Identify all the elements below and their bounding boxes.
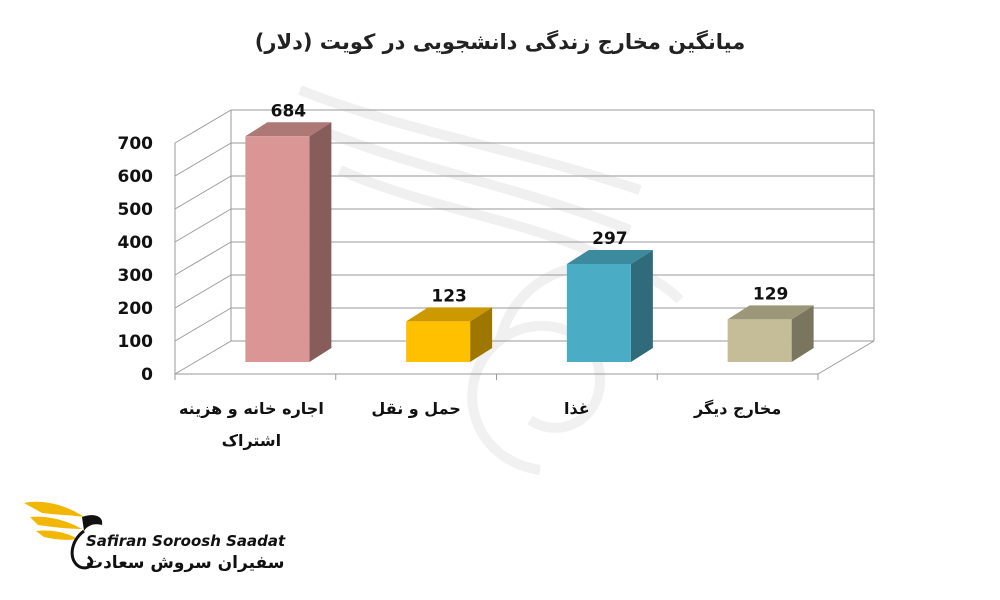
bar-front-face [245,136,310,362]
bar [245,122,332,362]
gridline-side [174,274,232,309]
chart-title: میانگین مخارج زندگی دانشجویی در کویت (دل… [254,30,746,54]
y-tick-label: 0 [141,365,153,385]
bar-side-face [309,122,332,362]
brand-name-persian: سفیران سروش سعادت [86,553,285,573]
company-logo [24,501,103,570]
gridline-side [174,208,232,243]
data-label: 129 [753,284,789,304]
x-category-label: مخارج دیگر [693,399,781,418]
y-tick-label: 500 [118,200,154,220]
y-tick-label: 200 [118,299,154,319]
bar [406,307,493,362]
bar [566,249,653,362]
x-category-label: اجاره خانه و هزینه [179,399,324,418]
bar-top-face [245,122,332,137]
gridline-side [174,142,232,177]
brand-name-latin: Safiran Soroosh Saadat [86,532,286,550]
data-label: 123 [431,286,467,306]
gridline-side [174,175,232,210]
data-label: 297 [592,229,628,249]
bar-front-face [727,319,792,362]
floor-right-edge [817,340,875,375]
y-tick-label: 300 [118,266,154,286]
y-tick-label: 600 [118,167,154,187]
eagle-wing-icon [24,501,103,570]
data-label: 684 [271,101,307,121]
bar-top-face [406,307,493,322]
bar-side-face [470,307,493,362]
gridline-side [174,307,232,342]
x-category-label: حمل و نقل [371,399,460,418]
gridline-side [174,241,232,276]
gridline-side [174,109,232,144]
x-category-label: غذا [564,399,590,418]
y-tick-label: 100 [118,332,154,352]
x-category-label: اشتراک [222,431,282,450]
y-tick-label: 700 [118,134,154,154]
bar [727,305,814,362]
gridline-side [174,340,232,375]
bar-front-face [406,321,471,362]
bar-front-face [566,263,631,362]
y-tick-label: 400 [118,233,154,253]
bar-side-face [791,305,814,362]
bar-side-face [630,249,653,362]
bar-top-face [727,305,814,320]
bar-top-face [566,249,653,264]
